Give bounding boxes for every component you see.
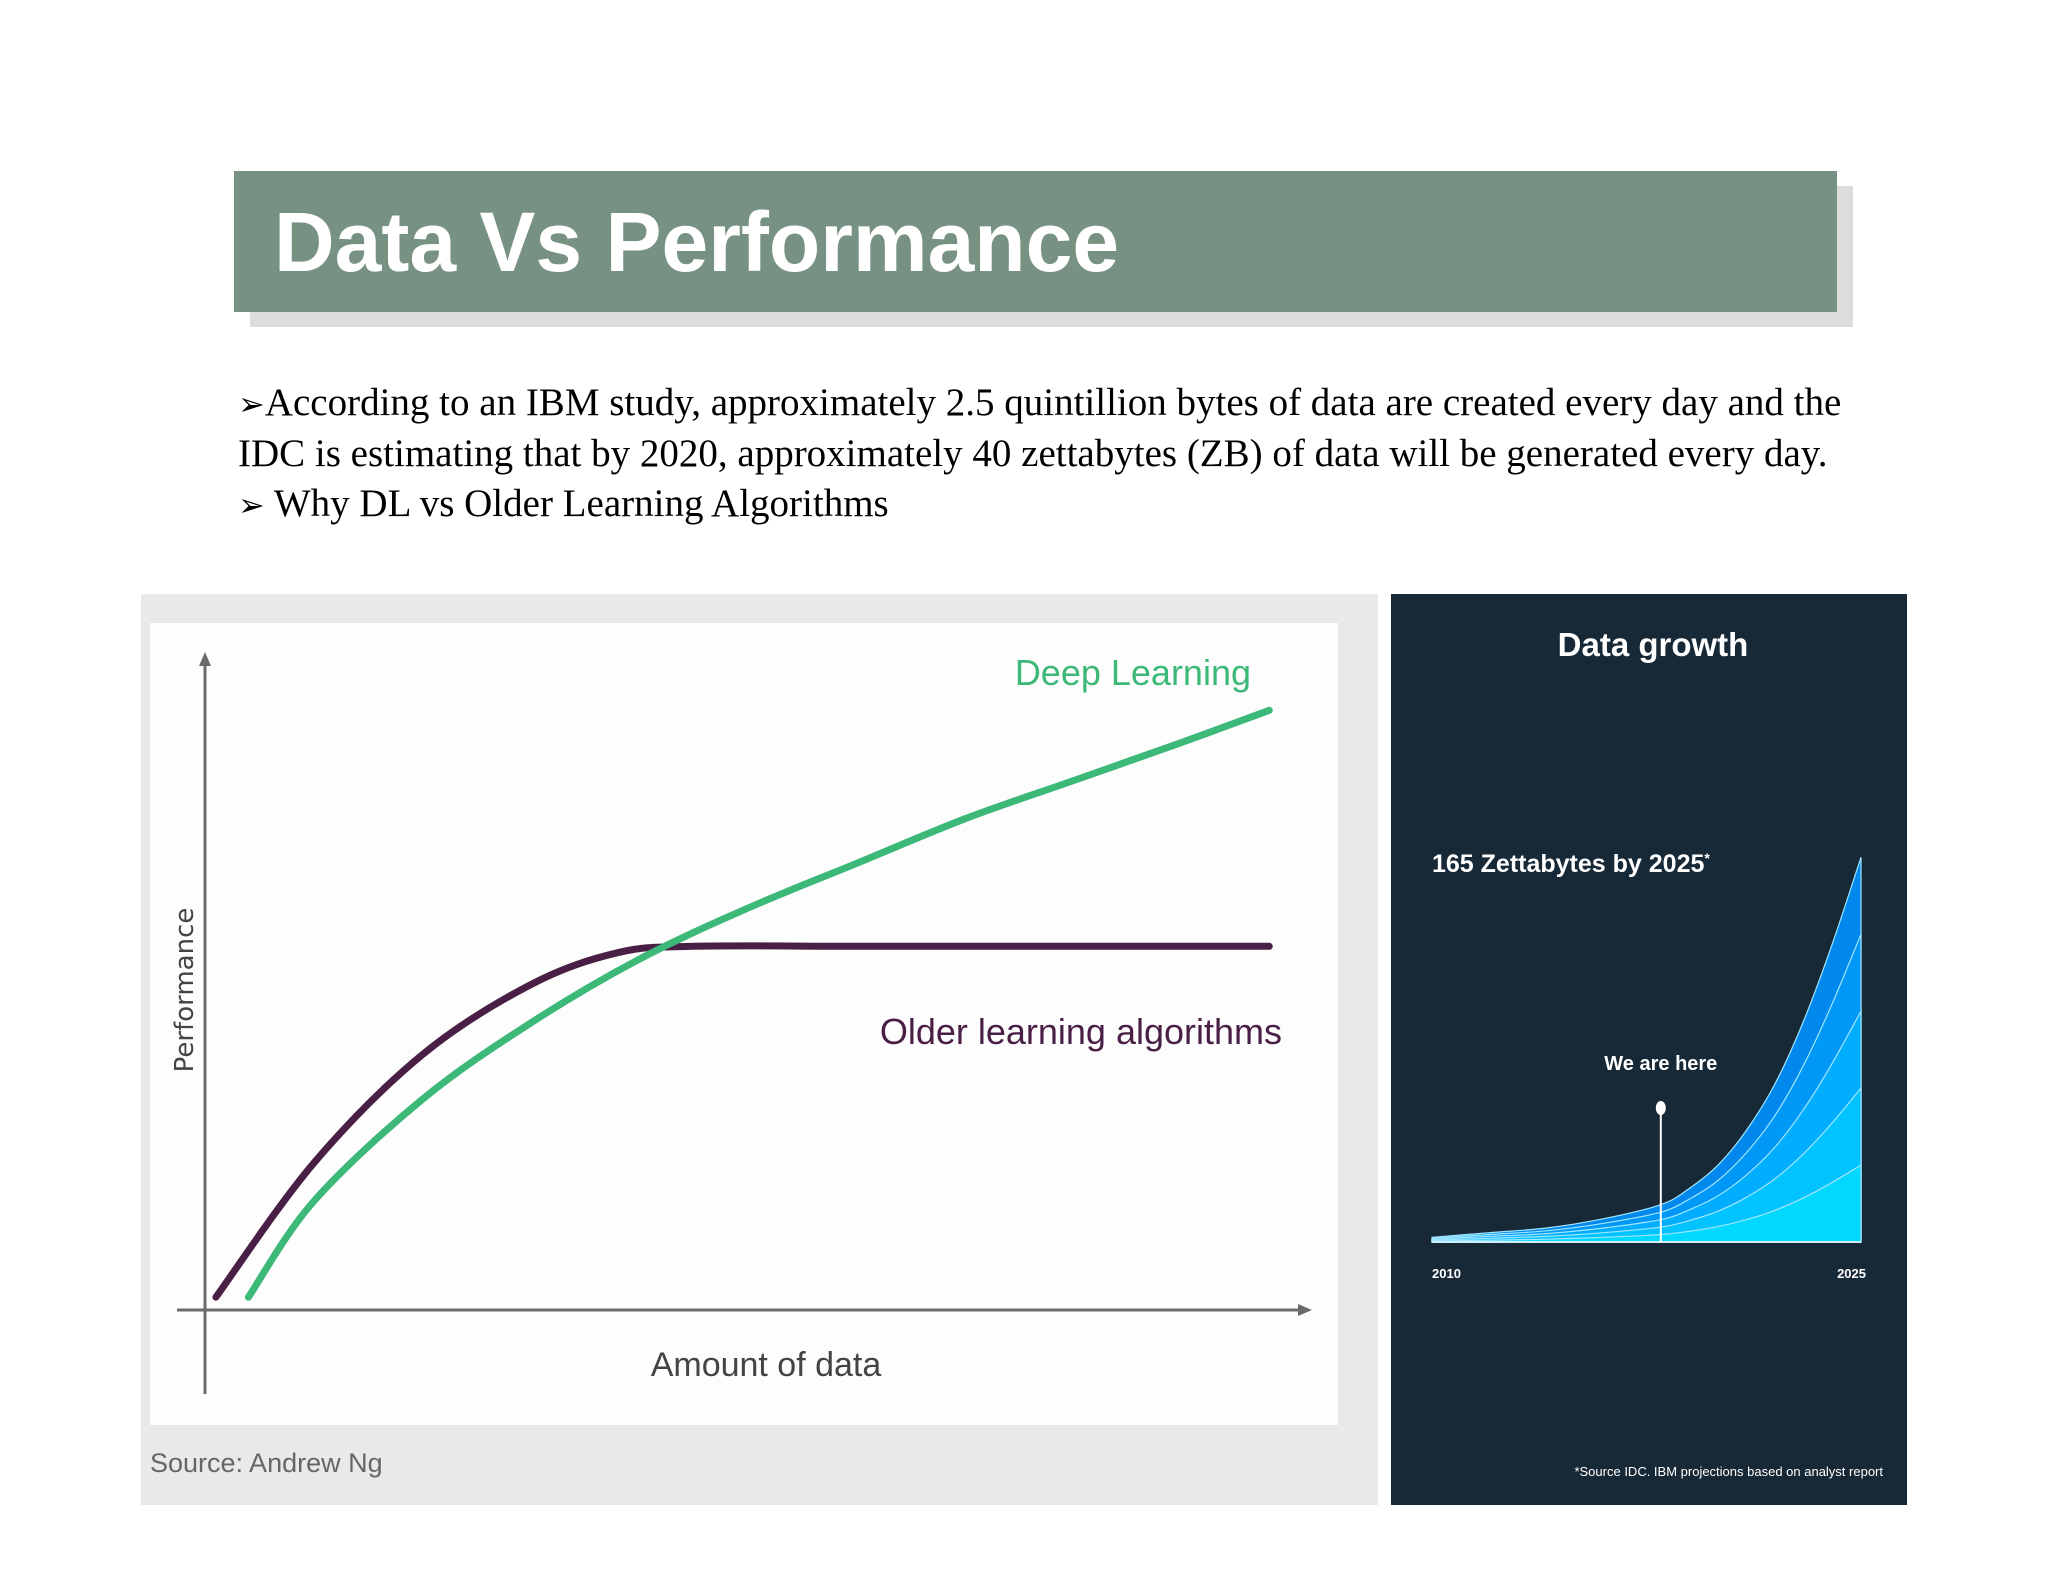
growth-annotation-group: 165 Zettabytes by 2025*: [1432, 850, 1710, 878]
growth-footnote: *Source IDC. IBM projections based on an…: [1574, 1464, 1883, 1479]
series-label-older-learning: Older learning algorithms: [880, 1011, 1282, 1052]
growth-area-band-2: [1431, 1086, 1862, 1243]
chart-series-group: [212, 706, 1273, 1301]
y-axis-label: Performance: [170, 908, 200, 1073]
data-growth-chart-panel: Data growth 165 Zettabytes by 2025* We a…: [1391, 594, 1907, 1505]
growth-area-band-3: [1431, 1008, 1862, 1243]
x-axis-label: Amount of data: [651, 1346, 882, 1384]
series-label-deep-learning: Deep Learning: [1015, 652, 1251, 693]
growth-area-band-1: [1431, 1164, 1862, 1243]
source-label: Source: Andrew Ng: [150, 1448, 383, 1478]
growth-area-band-4: [1431, 934, 1862, 1243]
we-are-here-marker: [1655, 1101, 1666, 1242]
bullet-arrow-icon: ➢: [238, 385, 265, 423]
sub-bullet-text: Why DL vs Older Learning Algorithms: [273, 482, 889, 525]
y-axis-arrow-icon: [199, 652, 211, 666]
x-tick-label-start: 2010: [1432, 1266, 1461, 1281]
performance-chart: Deep Learning Older learning algorithms …: [150, 623, 1338, 1478]
page-title: Data Vs Performance: [274, 194, 1120, 289]
marker-pin-icon: [1655, 1101, 1666, 1115]
paragraph-text: According to an IBM study, approximately…: [238, 381, 1842, 475]
growth-title: Data growth: [1558, 626, 1749, 663]
sub-bullet: ➢ Why DL vs Older Learning Algorithms: [238, 479, 1848, 530]
body-text: ➢According to an IBM study, approximatel…: [238, 378, 1848, 530]
x-axis-arrow-icon: [1298, 1304, 1312, 1316]
growth-annotation-mark: *: [1704, 850, 1710, 866]
performance-chart-panel: Deep Learning Older learning algorithms …: [141, 594, 1378, 1505]
title-bar: Data Vs Performance: [234, 171, 1837, 312]
series-line-deep-learning: [244, 706, 1273, 1301]
growth-annotation-text: 165 Zettabytes by 2025: [1432, 850, 1704, 878]
x-tick-label-end: 2025: [1837, 1266, 1866, 1281]
series-line-older-learning: [212, 942, 1273, 1301]
marker-label: We are here: [1604, 1053, 1717, 1075]
growth-area-bands: [1431, 857, 1862, 1243]
data-growth-chart: Data growth 165 Zettabytes by 2025* We a…: [1431, 626, 1883, 1479]
growth-annotation: 165 Zettabytes by 2025*: [1432, 850, 1710, 878]
paragraph-bullet: ➢According to an IBM study, approximatel…: [238, 378, 1848, 479]
bullet-arrow-icon: ➢: [238, 486, 265, 524]
